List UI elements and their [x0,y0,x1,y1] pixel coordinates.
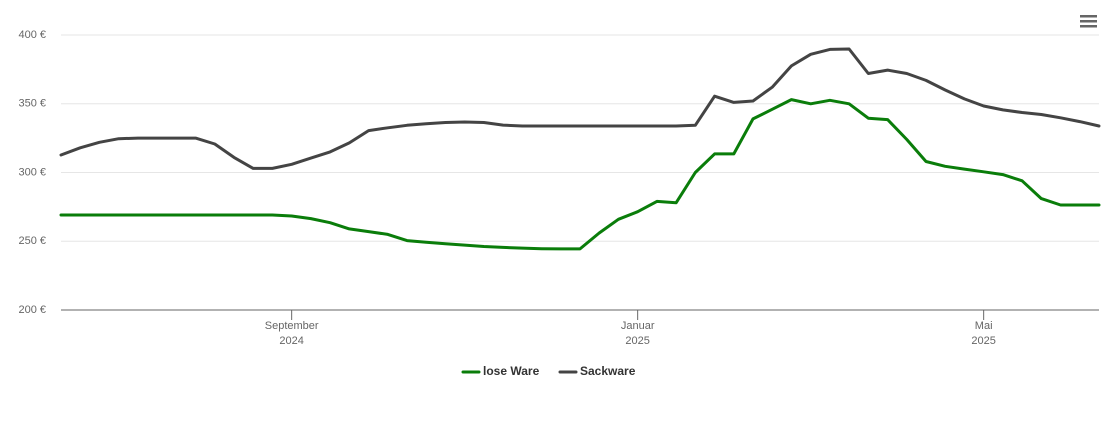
menu-bar [1080,25,1097,28]
series-line [59,98,1101,251]
menu-bar [1080,15,1097,18]
x-tick-label: Januar 2025 [621,320,655,347]
x-tick-label: Mai 2025 [971,320,995,347]
legend-text: Sackware [580,364,636,378]
y-tick-label: 300 € [18,166,46,178]
x-tick-label: September 2024 [265,320,319,347]
menu-bar [1080,20,1097,23]
y-tick-label: 200 € [18,304,46,316]
legend-text: lose Ware [483,364,540,378]
series-line [59,47,1101,170]
menu-button[interactable] [1080,15,1097,28]
y-tick-label: 350 € [18,98,46,110]
y-tick-label: 250 € [18,235,46,247]
y-tick-label: 400 € [18,29,46,41]
